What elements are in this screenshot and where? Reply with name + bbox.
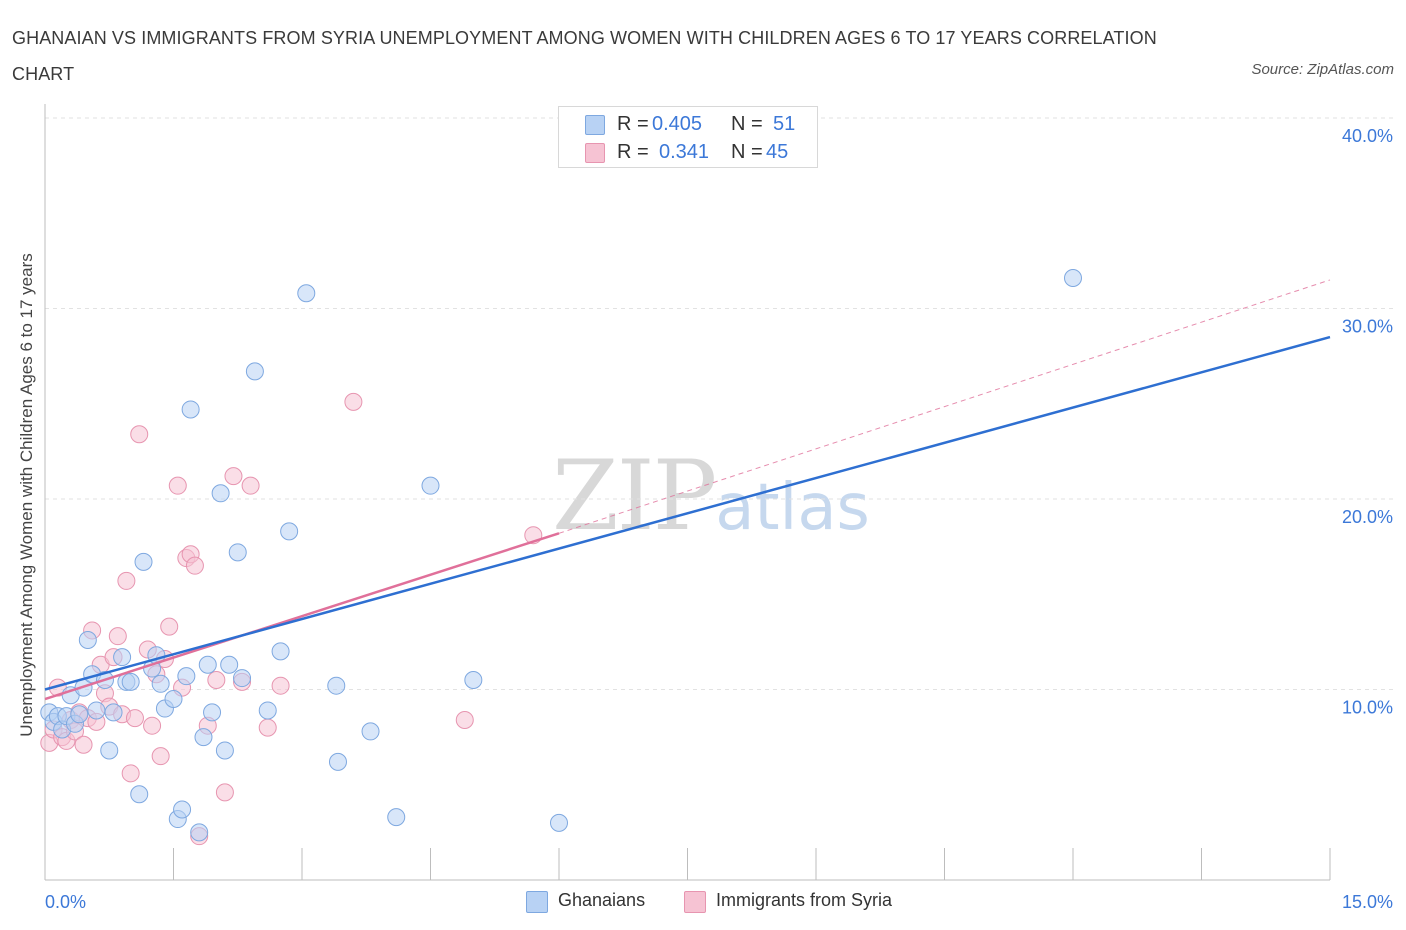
syria-point xyxy=(215,783,234,802)
ghanaian-point xyxy=(194,728,213,747)
ghanaian-point xyxy=(134,552,153,571)
syria-trend-line xyxy=(44,532,560,701)
ghanaian-point xyxy=(228,543,247,562)
y-tick-label: 40.0% xyxy=(1342,126,1393,146)
legend-n-label: N = xyxy=(731,113,763,135)
ghanaian-point xyxy=(271,642,290,661)
syria-point xyxy=(168,476,187,495)
ghanaian-point xyxy=(211,484,230,503)
y-tick-label: 10.0% xyxy=(1342,698,1393,718)
ghanaian-point xyxy=(78,630,97,649)
syria-point xyxy=(185,556,204,575)
x-tick-label: 15.0% xyxy=(1342,892,1393,912)
x-tick-label: 0.0% xyxy=(45,892,86,912)
ghanaian-point xyxy=(87,701,106,720)
syria-point xyxy=(224,467,243,486)
legend-r-label: R = xyxy=(617,113,649,135)
ghanaian-point xyxy=(203,703,222,722)
ghanaian-point xyxy=(245,362,264,381)
syria-point xyxy=(207,670,226,689)
syria-point xyxy=(125,709,144,728)
bottom-legend-label: Immigrants from Syria xyxy=(716,890,893,910)
ghanaian-point xyxy=(387,808,406,827)
ghanaian-point xyxy=(327,676,346,695)
ghanaian-point xyxy=(1064,269,1082,288)
ghanaian-point xyxy=(164,690,183,709)
ghanaian-point xyxy=(177,667,196,686)
ghanaian-point xyxy=(215,741,234,760)
ghanaian-point xyxy=(70,705,89,724)
syria-point xyxy=(241,476,260,495)
legend-n-value: 51 xyxy=(773,113,796,135)
ghanaian-point xyxy=(100,741,119,760)
legend-r-value: 0.405 xyxy=(652,113,703,135)
y-tick-label: 30.0% xyxy=(1342,317,1393,337)
correlation-legend: R = 0.405 N = 51 R = 0.341 N = 45 xyxy=(558,106,818,168)
syria-point xyxy=(121,764,140,783)
ghanaian-point xyxy=(121,672,140,691)
syria-point xyxy=(271,676,290,695)
legend-n-value: 45 xyxy=(766,141,789,163)
syria-point xyxy=(258,718,277,737)
legend-n-label: N = xyxy=(731,141,763,163)
syria-point xyxy=(160,617,179,636)
ghanaian-point xyxy=(104,703,123,722)
ghanaian-point xyxy=(198,655,217,674)
legend-r-label: R = xyxy=(617,141,649,163)
bottom-legend-swatch-syria xyxy=(684,891,706,913)
watermark: ZIPatlas xyxy=(552,440,870,552)
ghanaian-point xyxy=(280,522,299,541)
syria-point xyxy=(74,735,93,754)
syria-point xyxy=(344,392,363,411)
ghanaian-point xyxy=(361,722,380,741)
syria-trend-extension xyxy=(558,279,1331,534)
syria-point xyxy=(117,571,136,590)
syria-point xyxy=(143,716,162,735)
ghanaian-point xyxy=(181,400,200,419)
chart-title: GHANAIAN VS IMMIGRANTS FROM SYRIA UNEMPL… xyxy=(12,28,1157,84)
watermark-zip: ZIP xyxy=(552,440,717,552)
y-tick-label: 20.0% xyxy=(1342,507,1393,527)
ghanaian-point xyxy=(190,823,209,842)
ghanaian-point xyxy=(328,752,347,771)
legend-swatch-syria xyxy=(585,143,605,163)
legend-swatch-ghanaians xyxy=(585,115,605,135)
syria-point xyxy=(130,425,149,444)
ghanaian-point xyxy=(550,813,568,832)
ghanaian-point xyxy=(113,648,132,667)
bottom-legend-swatch-ghanaians xyxy=(526,891,548,913)
ghanaian-point xyxy=(297,284,316,303)
ghanaian-point xyxy=(464,670,483,689)
ghanaian-point xyxy=(233,669,252,688)
ghanaian-point xyxy=(151,674,170,693)
ghanaian-point xyxy=(421,476,440,495)
ghanaian-point xyxy=(220,655,239,674)
ghanaian-point xyxy=(258,701,277,720)
syria-point xyxy=(455,710,474,729)
ghanaian-trend-line xyxy=(44,335,1331,691)
ghanaian-point xyxy=(173,800,192,819)
syria-point xyxy=(108,627,127,646)
syria-point xyxy=(151,747,170,766)
bottom-legend-label: Ghanaians xyxy=(558,890,646,910)
ghanaian-point xyxy=(130,785,149,804)
source-credit: Source: ZipAtlas.com xyxy=(1251,61,1394,78)
legend-r-value: 0.341 xyxy=(659,141,710,163)
